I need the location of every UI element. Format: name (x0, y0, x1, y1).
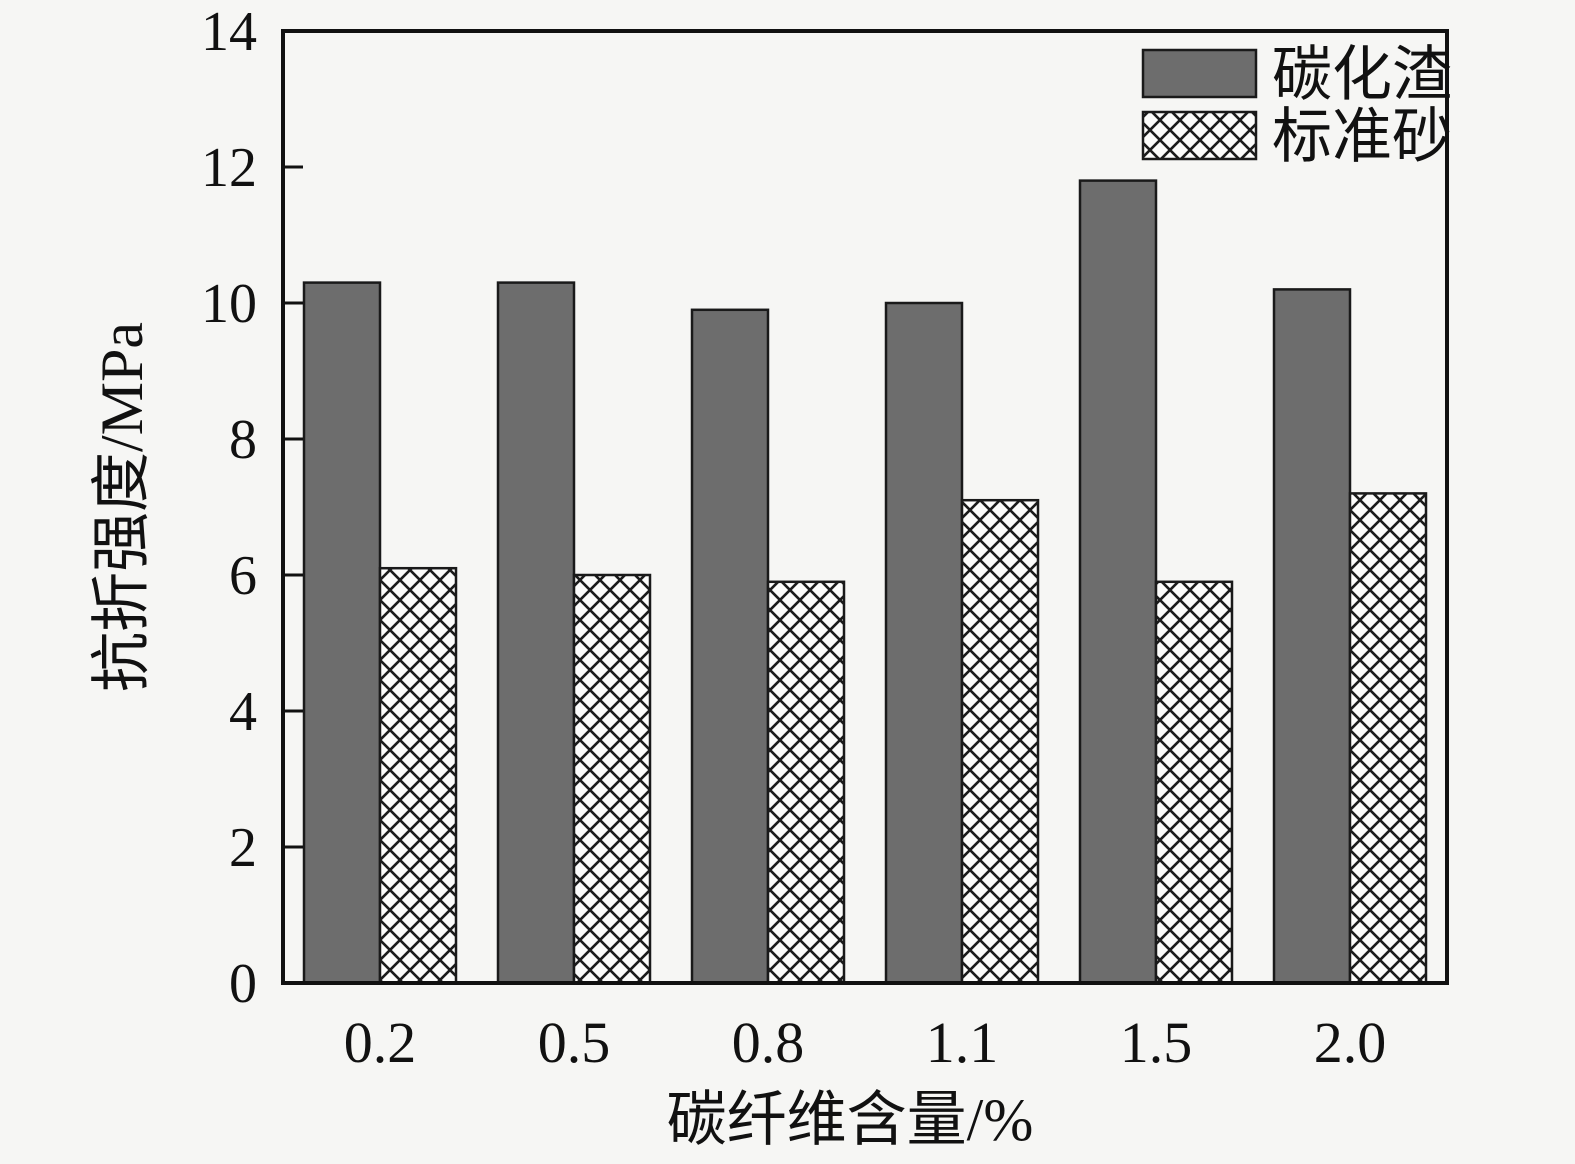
y-tick-label: 14 (201, 1, 257, 63)
bar-solid-0.8 (690, 308, 770, 985)
bar-solid-1.1 (884, 301, 964, 985)
x-axis-title: 碳纤维含量/% (667, 1087, 1034, 1153)
x-tick-label: 0.8 (732, 1010, 805, 1075)
bar-crosshatch-2.0 (1348, 492, 1428, 985)
y-tick-label: 8 (229, 409, 257, 471)
y-tick-label: 10 (201, 273, 257, 335)
legend-swatch-solid (1141, 48, 1258, 99)
bar-crosshatch-0.8 (766, 580, 846, 985)
legend-label-solid: 碳化渣 (1272, 42, 1452, 108)
bar-crosshatch-1.1 (960, 498, 1040, 985)
y-tick-label: 6 (229, 545, 257, 607)
x-tick-label: 2.0 (1314, 1010, 1387, 1075)
y-tick-label: 4 (229, 681, 257, 743)
x-tick-label: 0.5 (538, 1010, 611, 1075)
y-tick-label: 0 (229, 953, 257, 1015)
y-tick-label: 2 (229, 817, 257, 879)
plot-frame (281, 29, 1449, 985)
bar-solid-0.2 (302, 281, 382, 985)
y-tick-label: 12 (201, 137, 257, 199)
x-tick-label: 1.5 (1120, 1010, 1193, 1075)
x-tick-label: 1.1 (926, 1010, 999, 1075)
bar-solid-1.5 (1078, 179, 1158, 985)
x-tick-label: 0.2 (344, 1010, 417, 1075)
legend: 碳化渣 标准砂 (1141, 42, 1452, 170)
bar-crosshatch-0.2 (378, 566, 458, 985)
legend-label-crosshatch: 标准砂 (1272, 104, 1452, 170)
x-axis-labels: 0.2 0.5 0.8 1.1 1.5 2.0 (344, 1010, 1387, 1075)
bar-solid-2.0 (1272, 288, 1352, 985)
bar-crosshatch-1.5 (1154, 580, 1234, 985)
legend-swatch-crosshatch (1141, 110, 1258, 161)
y-axis-ticks: 0 2 4 6 8 10 12 14 (201, 1, 303, 1015)
bar-crosshatch-0.5 (572, 573, 652, 985)
y-axis-title: 抗折强度/MPa (89, 322, 155, 692)
bars-group (302, 179, 1428, 985)
bar-solid-0.5 (496, 281, 576, 985)
